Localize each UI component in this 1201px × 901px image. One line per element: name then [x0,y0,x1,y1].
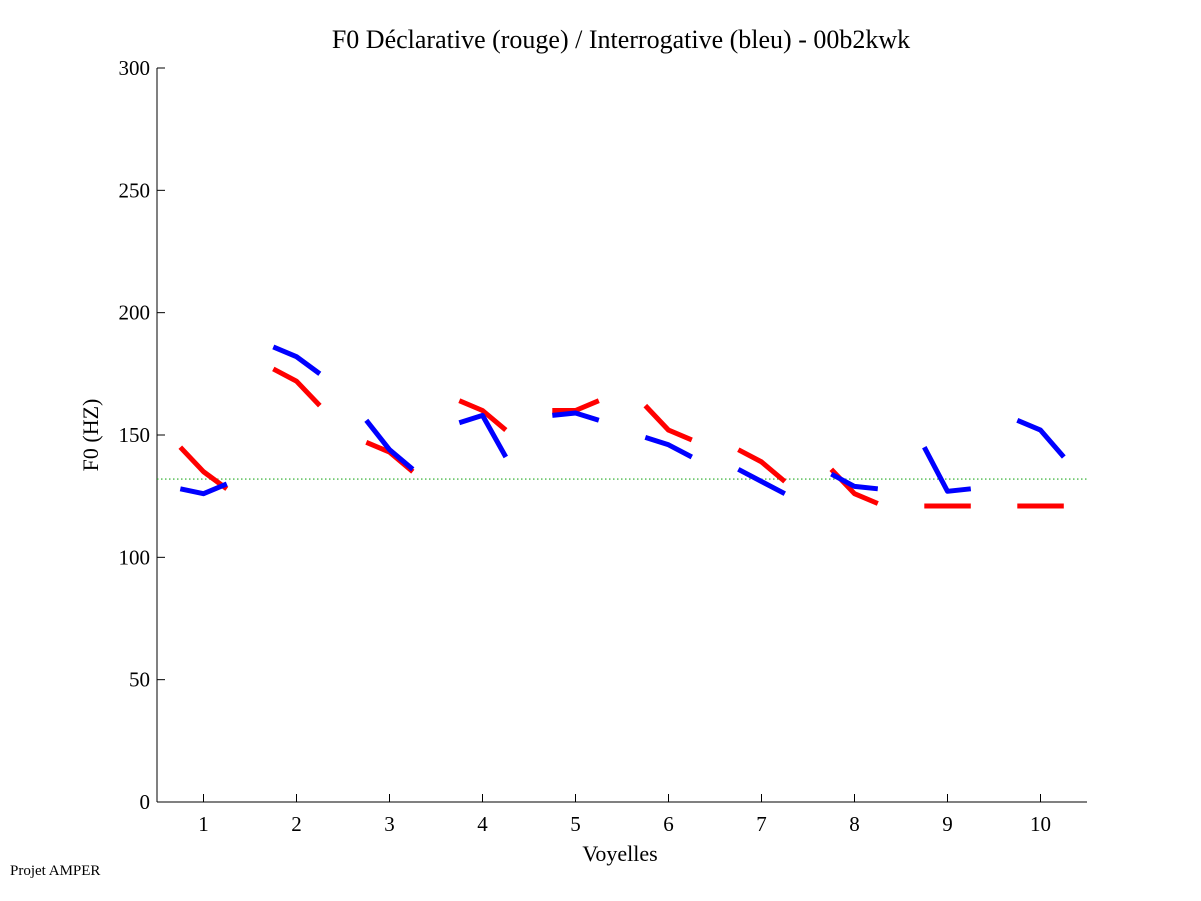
y-tick-label: 50 [129,668,150,692]
y-tick-label: 250 [119,178,151,202]
x-tick-label: 8 [849,812,860,836]
series-segment [272,366,322,408]
chart-title: F0 Déclarative (rouge) / Interrogative (… [332,25,910,54]
y-axis-label: F0 (HZ) [78,399,103,472]
y-tick-label: 150 [119,423,151,447]
x-tick-label: 7 [756,812,767,836]
series-interrogative [179,344,1066,497]
x-axis-label: Voyelles [582,841,657,866]
x-tick-label: 1 [198,812,209,836]
series-déclarative [178,366,1064,509]
x-tick-label: 4 [477,812,488,836]
series-segment [644,435,693,460]
y-tick-label: 100 [119,545,151,569]
x-tick-label: 5 [570,812,581,836]
y-tick-label: 0 [140,790,151,814]
x-tick-label: 10 [1030,812,1051,836]
series-segment [737,447,787,484]
x-tick-label: 6 [663,812,674,836]
series-segment [179,481,228,497]
x-tick-label: 9 [942,812,953,836]
series-segment [830,471,879,492]
series-segment [643,403,693,443]
series-segment [364,418,415,472]
series-segment [552,410,600,423]
y-tick-label: 300 [119,56,151,80]
series-segment [1016,417,1066,459]
series-segment [552,398,600,413]
series-segment [922,446,972,494]
x-tick-label: 2 [291,812,302,836]
x-tick-label: 3 [384,812,395,836]
series-segment [458,412,508,459]
axes: 0 50 100 150 200 250 300 1 2 3 4 5 6 7 8 9 10 [119,56,1087,836]
series-segment [178,445,229,491]
series-segment [458,398,508,433]
y-tick-label: 200 [119,301,151,325]
series-segment [272,344,322,376]
footer-credit: Projet AMPER [10,863,101,879]
series-segment [737,467,786,496]
plot-area [178,344,1066,509]
